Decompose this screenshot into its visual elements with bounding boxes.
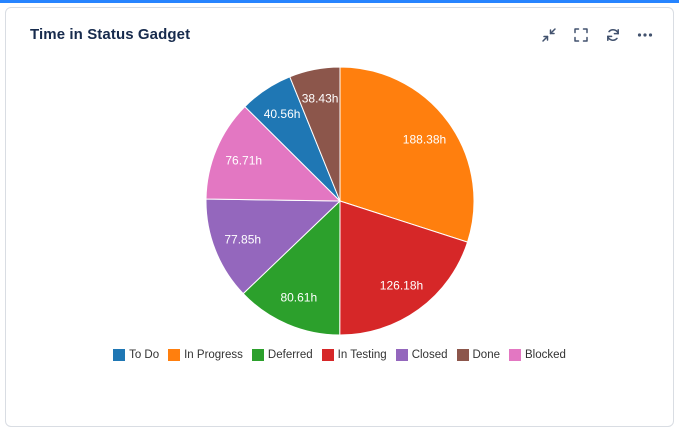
legend-swatch — [168, 349, 181, 361]
chart-area: 188.38h 126.18h 80.61h 77.85h 76.71h 40.56h 38… — [6, 55, 673, 361]
minimize-button[interactable] — [541, 27, 557, 43]
legend-item-blocked[interactable]: Blocked — [509, 349, 566, 361]
gadget-toolbar — [541, 27, 653, 43]
legend-label: Closed — [411, 349, 448, 361]
time-in-status-gadget-card: Time in Status Gadget — [5, 7, 674, 427]
legend-label: Blocked — [525, 349, 566, 361]
legend-label: To Do — [129, 349, 160, 361]
legend-swatch — [509, 349, 521, 361]
legend-item-deferred[interactable]: Deferred — [251, 349, 313, 361]
legend-item-to-do[interactable]: To Do — [113, 349, 159, 361]
gadget-title: Time in Status Gadget — [30, 26, 191, 43]
pie-slice-deferred[interactable] — [241, 199, 341, 336]
more-options-icon — [637, 27, 653, 43]
slice-value-label: 80.61h — [280, 290, 317, 304]
legend-swatch — [251, 349, 264, 361]
legend-label: In Progress — [184, 349, 243, 361]
pie-slice-in-testing[interactable] — [338, 200, 468, 336]
legend-item-in-progress[interactable]: In Progress — [168, 349, 243, 361]
slice-value-label: 126.18h — [379, 279, 422, 293]
top-divider — [0, 0, 679, 3]
legend-item-in-testing[interactable]: In Testing — [321, 349, 387, 361]
pie-slice-blocked[interactable] — [205, 105, 341, 202]
minimize-icon — [541, 27, 557, 43]
slice-value-label: 77.85h — [224, 232, 261, 246]
legend-label: Done — [472, 349, 501, 361]
legend-swatch — [395, 349, 408, 361]
refresh-button[interactable] — [605, 27, 621, 43]
slice-value-label: 76.71h — [225, 154, 262, 168]
slice-value-label: 40.56h — [263, 107, 300, 121]
fullscreen-button[interactable] — [573, 27, 589, 43]
legend-label: In Testing — [337, 349, 387, 361]
legend-item-done[interactable]: Done — [456, 349, 501, 361]
pie-slice-in-progress[interactable] — [339, 66, 474, 243]
legend-swatch — [321, 349, 334, 361]
legend-label: Deferred — [267, 349, 313, 361]
legend-swatch — [456, 349, 469, 361]
pie-slice-closed[interactable] — [205, 198, 341, 295]
more-options-button[interactable] — [637, 27, 653, 43]
fullscreen-icon — [573, 27, 589, 43]
slice-value-label: 38.43h — [301, 92, 338, 106]
slice-value-label: 188.38h — [402, 133, 445, 147]
chart-legend: To Do In Progress Deferred In Testing Closed… — [6, 349, 673, 361]
refresh-icon — [605, 27, 621, 43]
legend-item-closed[interactable]: Closed — [395, 349, 448, 361]
pie-slice-done[interactable] — [288, 66, 340, 202]
pie-chart[interactable]: 188.38h 126.18h 80.61h 77.85h 76.71h 40.56h38… — [40, 55, 640, 347]
gadget-header: Time in Status Gadget — [6, 8, 673, 49]
legend-swatch — [113, 349, 126, 361]
